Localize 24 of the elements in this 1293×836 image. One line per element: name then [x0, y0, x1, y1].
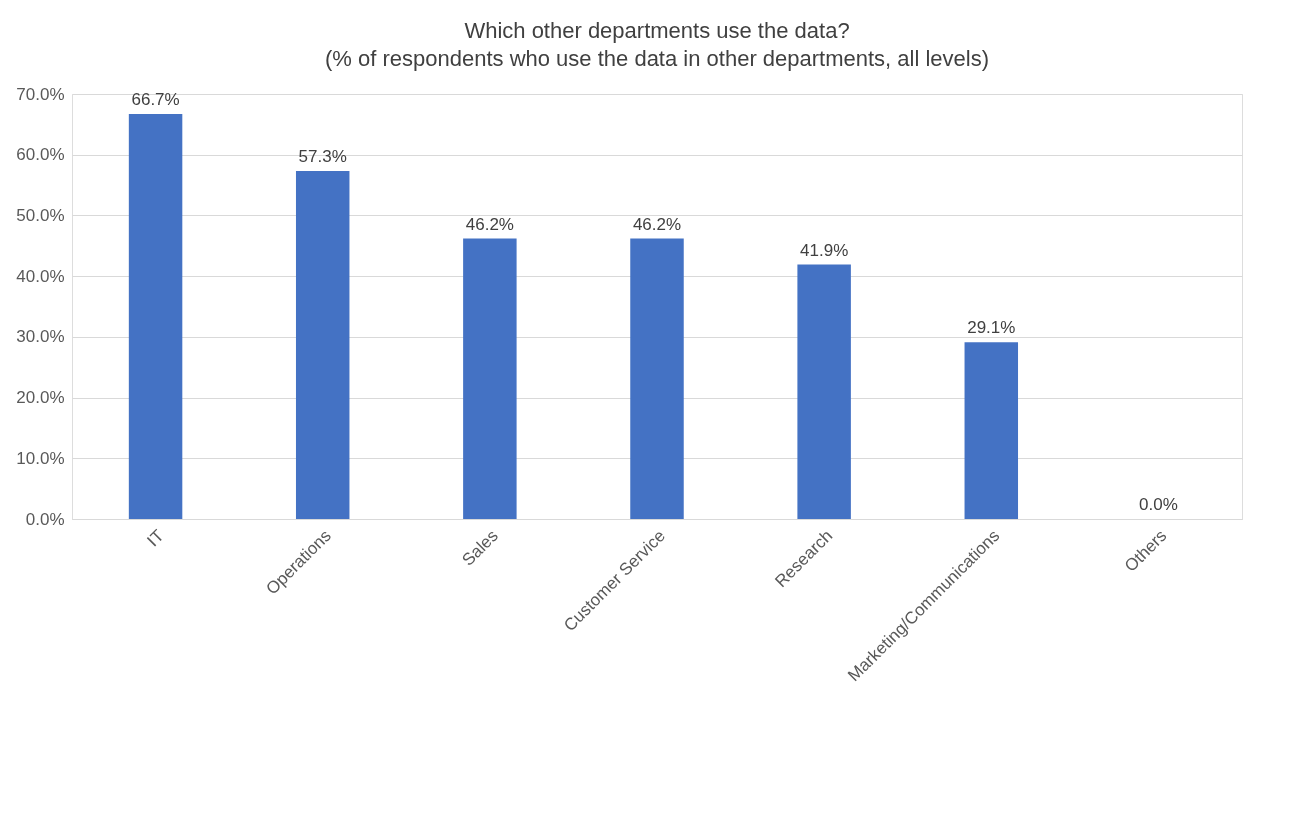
- y-tick-label: 40.0%: [16, 266, 65, 286]
- bar: [463, 238, 517, 519]
- data-label: 46.2%: [465, 214, 514, 234]
- data-label: 66.7%: [131, 90, 180, 110]
- data-label: 46.2%: [632, 214, 682, 234]
- data-label: 41.9%: [800, 240, 849, 260]
- chart-subtitle: (% of respondents who use the data in other departments, all levels): [324, 46, 990, 71]
- bar: [797, 264, 851, 519]
- data-label: 57.3%: [298, 147, 347, 167]
- y-tick-label: 0.0%: [25, 509, 65, 529]
- bar: [964, 342, 1019, 519]
- data-label: 0.0%: [1139, 495, 1178, 514]
- y-tick-label: 60.0%: [16, 145, 65, 165]
- chart-title: Which other departments use the data?: [464, 18, 850, 43]
- y-tick-label: 20.0%: [16, 388, 65, 408]
- x-tick-label: IT: [143, 526, 168, 551]
- bar: [295, 171, 350, 519]
- data-label: 29.1%: [967, 318, 1016, 338]
- y-tick-label: 50.0%: [16, 205, 65, 225]
- bar: [128, 114, 183, 519]
- y-tick-label: 70.0%: [16, 84, 65, 104]
- bar: [630, 238, 684, 519]
- y-tick-label: 30.0%: [16, 327, 65, 347]
- y-tick-label: 10.0%: [16, 448, 65, 468]
